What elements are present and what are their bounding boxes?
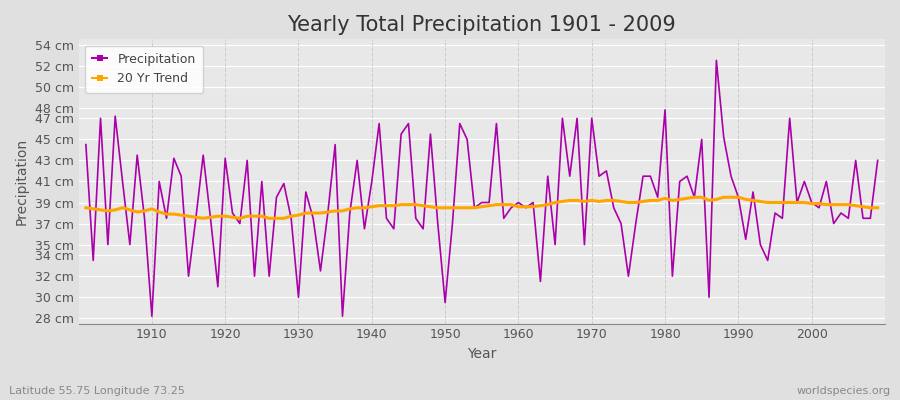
X-axis label: Year: Year (467, 347, 497, 361)
Legend: Precipitation, 20 Yr Trend: Precipitation, 20 Yr Trend (85, 46, 203, 93)
Title: Yearly Total Precipitation 1901 - 2009: Yearly Total Precipitation 1901 - 2009 (287, 15, 676, 35)
Text: worldspecies.org: worldspecies.org (796, 386, 891, 396)
Y-axis label: Precipitation: Precipitation (15, 138, 29, 225)
Text: Latitude 55.75 Longitude 73.25: Latitude 55.75 Longitude 73.25 (9, 386, 184, 396)
